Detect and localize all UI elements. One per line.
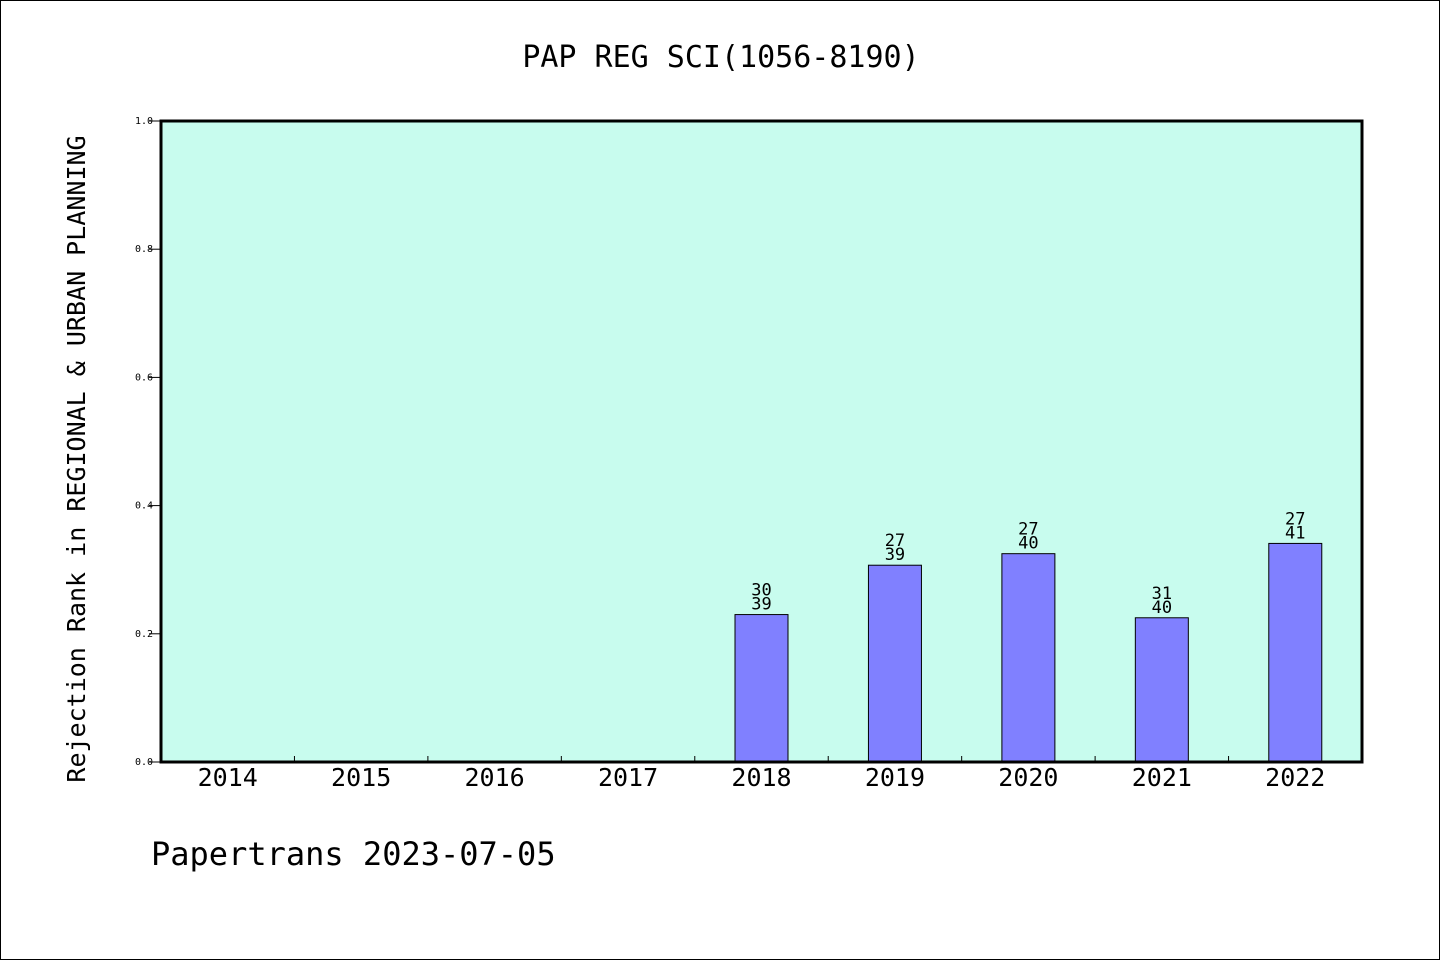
total-label-2021: 40 [1152,598,1172,618]
total-label-2022: 41 [1285,523,1305,543]
x-tick-label-2014: 2014 [198,763,258,792]
y-tick-label-0.8: 0.8 [135,244,153,255]
x-tick-label-2020: 2020 [998,763,1058,792]
x-tick-label-2022: 2022 [1265,763,1325,792]
x-tick-label-2021: 2021 [1132,763,1192,792]
bar-2020 [1001,553,1056,763]
bar-2021 [1134,617,1189,763]
x-tick-label-2017: 2017 [598,763,658,792]
rank-label-2020: 27 [1018,520,1038,540]
x-ticks-group: 2014 2015 2016 2017 2018 2019 2020 2021 2022 [198,756,1325,792]
rank-label-2018: 30 [751,581,771,601]
plot-area [159,119,1364,764]
y-tick-label-1.0: 1.0 [135,116,153,127]
y-tick-label-0.0: 0.0 [135,757,153,768]
y-tick-label-0.4: 0.4 [135,501,153,512]
total-label-2020: 40 [1018,534,1038,554]
x-tick-label-2015: 2015 [331,763,391,792]
total-label-2019: 39 [885,545,905,565]
bar-2019 [867,564,922,763]
x-tick-label-2019: 2019 [865,763,925,792]
chart-title: PAP REG SCI(1056-8190) [522,40,919,75]
footer-text: Papertrans 2023-07-05 [151,835,556,873]
y-ticks-group: 0.0 0.2 0.4 0.6 0.8 1.0 [135,116,161,768]
y-tick-label-0.2: 0.2 [135,629,153,640]
y-tick-label-0.6: 0.6 [135,372,153,383]
y-axis-label: Rejection Rank in REGIONAL & URBAN PLANN… [62,135,91,782]
rank-label-2019: 27 [885,531,905,551]
x-tick-label-2016: 2016 [465,763,525,792]
total-label-2018: 39 [751,595,771,615]
bar-2022 [1268,542,1323,763]
x-tick-label-2018: 2018 [731,763,791,792]
rank-label-2021: 31 [1152,584,1172,604]
bar-2018 [734,614,789,763]
rank-label-2022: 27 [1285,509,1305,529]
